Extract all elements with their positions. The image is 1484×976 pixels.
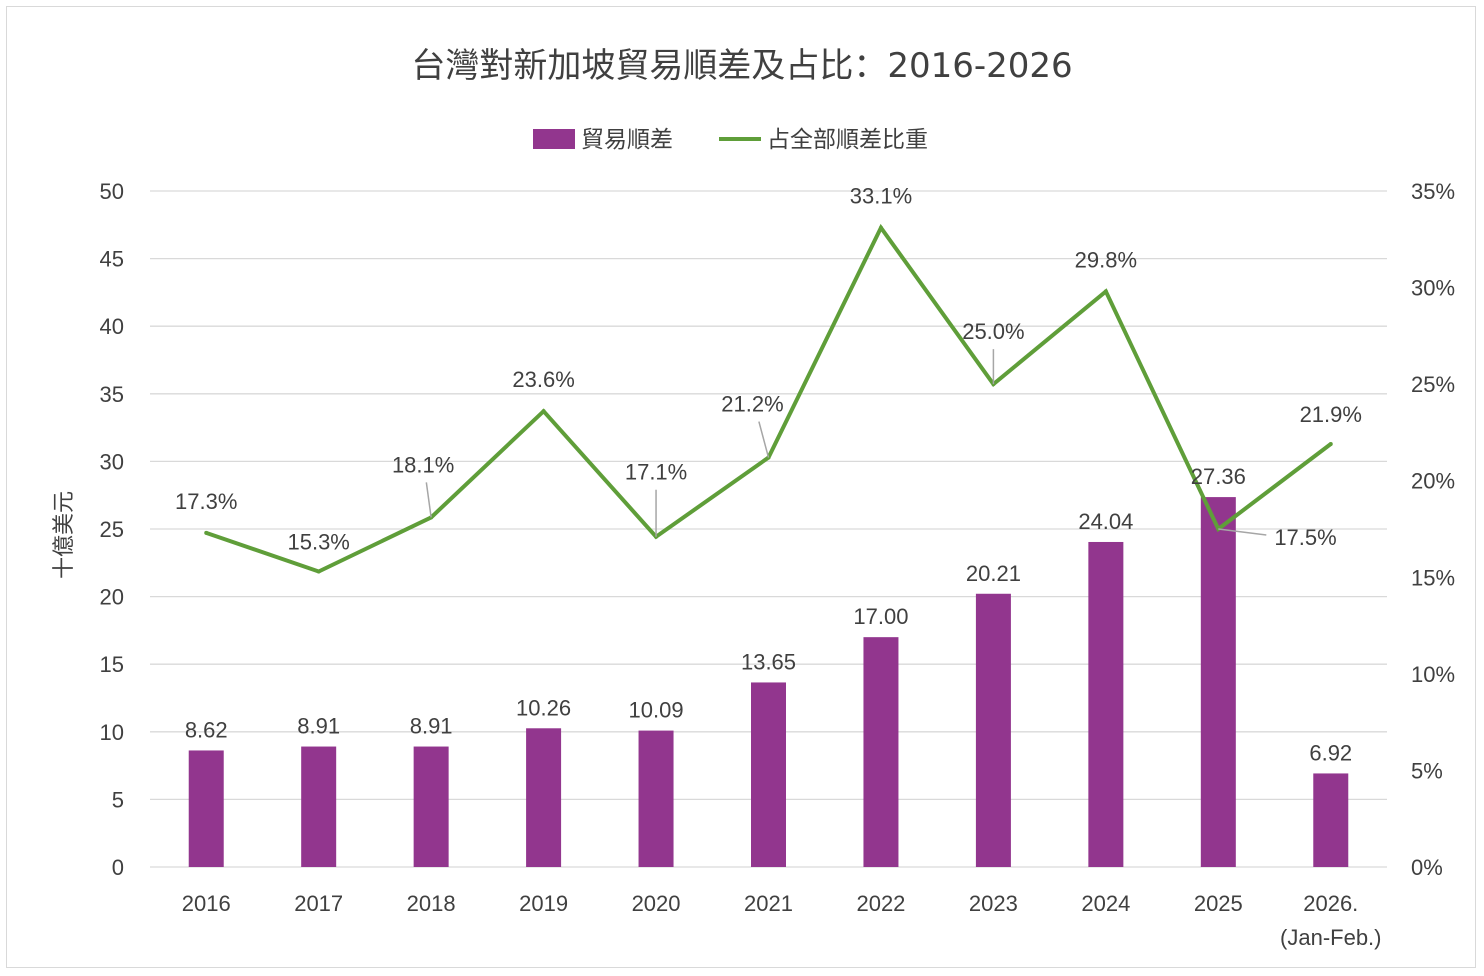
y-tick-label: 50 [100, 179, 124, 204]
x-tick-label: 2021 [744, 891, 793, 916]
y-tick-label: 20 [100, 585, 124, 610]
axis-labels: 051015202530354045500%5%10%15%20%25%30%3… [100, 179, 1456, 950]
y-tick-label: 0 [112, 855, 124, 880]
legend-swatch-trade-surplus [533, 129, 575, 149]
bar-value-label: 8.91 [410, 714, 453, 739]
y2-tick-label: 35% [1411, 179, 1455, 204]
y2-tick-label: 20% [1411, 469, 1455, 494]
chart-title: 台灣對新加坡貿易順差及占比：2016-2026 [411, 46, 1072, 86]
y-tick-label: 35 [100, 382, 124, 407]
bar [301, 746, 337, 867]
y2-tick-label: 15% [1411, 565, 1455, 590]
chart-frame: 台灣對新加坡貿易順差及占比：2016-2026 貿易順差 占全部順差比重 十億美… [6, 6, 1476, 968]
share-value-label: 33.1% [850, 184, 912, 209]
y2-tick-label: 5% [1411, 758, 1443, 783]
legend-label-trade-surplus: 貿易順差 [581, 127, 673, 153]
x-tick-sublabel: (Jan-Feb.) [1280, 925, 1381, 950]
x-tick-label: 2025 [1194, 891, 1243, 916]
bar [751, 682, 786, 867]
share-point [878, 225, 883, 230]
y-tick-label: 10 [100, 720, 124, 745]
bar [863, 637, 899, 867]
bar-value-label: 8.91 [297, 714, 340, 739]
legend-label-share: 占全部順差比重 [767, 127, 928, 153]
share-point [204, 530, 209, 535]
y2-tick-label: 30% [1411, 276, 1455, 301]
data-labels: 8.62 8.91 8.91 10.26 10.09 13.65 17.00 20.21 24.… [175, 184, 1362, 766]
bar-value-label: 8.62 [185, 717, 228, 742]
share-value-label: 17.5% [1274, 525, 1336, 550]
bar-value-label: 10.09 [629, 698, 684, 723]
share-value-label: 21.9% [1300, 402, 1362, 427]
bar-value-label: 10.26 [516, 695, 571, 720]
y-tick-label: 15 [100, 652, 124, 677]
leader-line [425, 482, 432, 518]
bar [1088, 541, 1124, 867]
y-tick-label: 40 [100, 314, 124, 339]
chart-svg: 台灣對新加坡貿易順差及占比：2016-2026 貿易順差 占全部順差比重 十億美… [52, 46, 1456, 950]
x-tick-label: 2026. [1303, 891, 1358, 916]
gridlines [150, 190, 1387, 868]
bar [526, 728, 562, 867]
x-tick-label: 2020 [632, 891, 681, 916]
legend: 貿易順差 占全部順差比重 [533, 127, 928, 153]
share-point [541, 409, 546, 414]
share-point [316, 569, 321, 574]
bar [638, 730, 674, 867]
share-value-label: 21.2% [721, 392, 783, 417]
bar [1200, 497, 1236, 867]
share-value-label: 29.8% [1075, 247, 1137, 272]
leader-line [758, 421, 770, 458]
share-value-label: 15.3% [287, 529, 349, 554]
share-point [1328, 442, 1333, 447]
y-tick-label: 5 [112, 787, 124, 812]
x-tick-label: 2016 [182, 891, 231, 916]
share-value-label: 23.6% [512, 367, 574, 392]
x-tick-label: 2019 [519, 891, 568, 916]
x-tick-label: 2023 [969, 891, 1018, 916]
x-tick-label: 2022 [856, 891, 905, 916]
x-tick-label: 2017 [294, 891, 343, 916]
bar-value-label: 6.92 [1309, 740, 1352, 765]
bars [188, 497, 1349, 867]
share-value-label: 25.0% [962, 319, 1024, 344]
share-value-label: 17.3% [175, 489, 237, 514]
bar-value-label: 17.00 [853, 604, 908, 629]
y-tick-label: 45 [100, 247, 124, 272]
y2-tick-label: 10% [1411, 662, 1455, 687]
bar-value-label: 13.65 [741, 649, 796, 674]
leader-line [1218, 528, 1267, 536]
bar [975, 593, 1011, 867]
y-axis-title: 十億美元 [52, 491, 77, 579]
bar-value-label: 20.21 [966, 561, 1021, 586]
share-point [1103, 289, 1108, 294]
bar [413, 746, 449, 867]
x-tick-label: 2024 [1081, 891, 1130, 916]
bar-value-label: 27.36 [1191, 464, 1246, 489]
share-value-label: 17.1% [625, 460, 687, 485]
share-value-label: 18.1% [392, 452, 454, 477]
bar [188, 750, 224, 867]
bar-value-label: 24.04 [1078, 509, 1133, 534]
y-tick-label: 25 [100, 517, 124, 542]
y-tick-label: 30 [100, 449, 124, 474]
y2-tick-label: 25% [1411, 372, 1455, 397]
y2-tick-label: 0% [1411, 855, 1443, 880]
x-tick-label: 2018 [407, 891, 456, 916]
bar [1313, 773, 1349, 867]
